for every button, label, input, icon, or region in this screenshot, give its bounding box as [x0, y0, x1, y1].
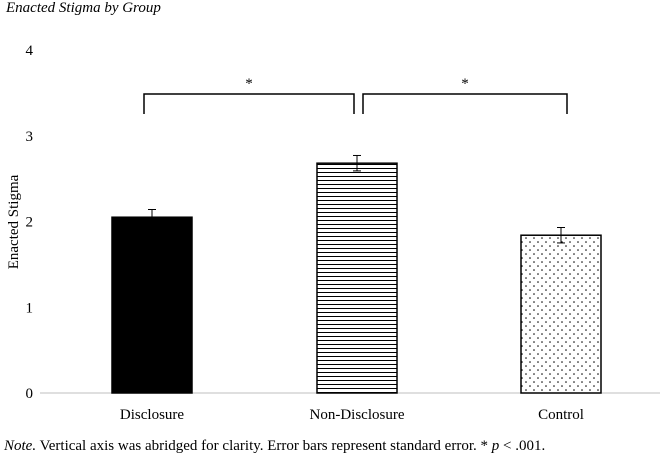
significance-bracket [362, 93, 568, 114]
x-tick-label: Control [538, 407, 584, 423]
chart-title: Enacted Stigma by Group [6, 0, 161, 16]
note-p-symbol: p [491, 438, 500, 454]
significance-marker: * [461, 76, 469, 92]
significance-bracket [143, 93, 355, 114]
note-text-end: < .001. [499, 438, 546, 454]
note-text: Vertical axis was abridged for clarity. … [36, 438, 492, 454]
x-tick-label: Disclosure [120, 407, 184, 423]
note-prefix: Note. [4, 438, 37, 454]
y-tick-label: 1 [26, 300, 34, 316]
y-tick-label: 0 [26, 386, 34, 402]
x-tick-label: Non-Disclosure [310, 407, 405, 423]
bar [316, 162, 398, 394]
significance-marker: * [245, 76, 253, 92]
y-axis-label: Enacted Stigma [6, 174, 22, 269]
figure-note: Note. Vertical axis was abridged for cla… [4, 438, 545, 455]
y-tick-label: 2 [26, 215, 34, 231]
y-tick-label: 3 [26, 129, 34, 145]
bar [520, 234, 602, 394]
bar [111, 216, 193, 394]
y-tick-label: 4 [26, 43, 34, 59]
bar-chart: Enacted Stigma 0 1 2 3 4 * * Disclosure Non-Di… [6, 43, 660, 423]
